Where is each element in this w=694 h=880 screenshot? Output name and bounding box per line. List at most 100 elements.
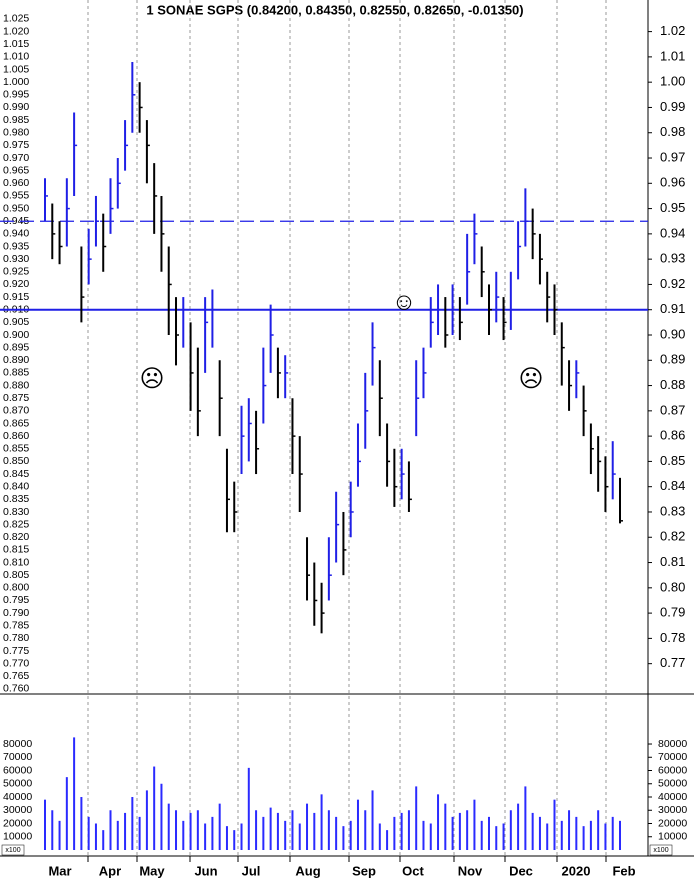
price-bar [364, 372, 369, 449]
volume-bar [473, 799, 476, 850]
volume-bar [589, 820, 592, 850]
price-bar [386, 423, 391, 487]
price-bar [531, 208, 536, 260]
y-tick-label: 0.790 [3, 607, 29, 619]
y-tick-label: 0.820 [3, 531, 29, 543]
volume-y2-tick-label: 30000 [658, 804, 687, 816]
price-bar [597, 436, 602, 492]
y-tick-label: 0.865 [3, 417, 29, 429]
y-tick-label: 0.930 [3, 253, 29, 265]
volume-bar [407, 810, 410, 850]
y-tick-label: 1.020 [3, 25, 29, 37]
volume-bar [371, 790, 374, 850]
volume-bar [524, 786, 527, 850]
y2-tick-label: 0.82 [660, 529, 685, 544]
volume-bar [131, 797, 134, 850]
price-bar [175, 297, 180, 366]
y2-tick-label: 0.86 [660, 428, 685, 443]
volume-bar [422, 820, 425, 850]
y-tick-label: 0.840 [3, 480, 29, 492]
price-bar [589, 423, 594, 475]
volume-bar [517, 803, 520, 850]
y2-tick-label: 0.98 [660, 124, 685, 139]
volume-bar [167, 803, 170, 850]
volume-bar [495, 826, 498, 850]
annotation: ☹ [518, 365, 543, 392]
volume-bar [466, 810, 469, 850]
y-tick-label: 0.875 [3, 392, 29, 404]
volume-tick-label: 30000 [3, 804, 32, 816]
price-bar [80, 246, 85, 323]
y-tick-label: 1.015 [3, 38, 29, 50]
price-bar [524, 188, 529, 247]
volume-bar [342, 826, 345, 850]
volume-bar [568, 810, 571, 850]
volume-bar [44, 799, 46, 850]
price-bar [356, 423, 361, 487]
y-tick-label: 0.870 [3, 405, 29, 417]
price-bar [109, 178, 114, 234]
price-bar [145, 120, 150, 184]
price-bar [553, 284, 558, 335]
y2-tick-label: 0.93 [660, 251, 685, 266]
month-label: Jun [194, 863, 217, 878]
month-label: 2020 [562, 863, 591, 878]
price-bar [153, 163, 158, 234]
price-bar [196, 347, 201, 437]
price-bar [604, 456, 609, 512]
month-label: Mar [48, 863, 71, 878]
volume-bar [225, 826, 228, 850]
volume-bar [458, 812, 461, 850]
volume-bar [58, 820, 61, 850]
volume-bar [582, 826, 585, 850]
volume-bar [313, 812, 316, 850]
y2-tick-label: 0.85 [660, 453, 685, 468]
y-tick-label: 0.830 [3, 506, 29, 518]
month-label: Nov [458, 863, 483, 878]
volume-tick-label: 50000 [3, 778, 32, 790]
volume-bar [189, 812, 192, 850]
price-bar [538, 233, 543, 285]
volume-bar [80, 797, 83, 850]
y-tick-label: 0.850 [3, 455, 29, 467]
y-tick-label: 0.805 [3, 569, 29, 581]
y-tick-label: 0.980 [3, 127, 29, 139]
price-bar [124, 120, 129, 171]
volume-y2-tick-label: 60000 [658, 764, 687, 776]
volume-tick-label: 10000 [3, 831, 32, 843]
volume-bar [124, 812, 127, 850]
price-bar [87, 228, 92, 285]
price-bar [284, 355, 289, 399]
price-bar [102, 213, 107, 272]
y-tick-label: 1.025 [3, 13, 29, 25]
y-tick-label: 0.935 [3, 240, 29, 252]
volume-tick-label: 80000 [3, 738, 32, 750]
price-bar [65, 178, 70, 247]
price-bar [611, 441, 616, 500]
price-bar [400, 448, 405, 500]
volume-bar [175, 810, 178, 850]
annotation: ☹ [139, 365, 164, 392]
y-tick-label: 0.985 [3, 114, 29, 126]
y-tick-label: 0.780 [3, 632, 29, 644]
price-bar [51, 203, 56, 260]
volume-bar [531, 812, 534, 850]
price-bar [393, 448, 398, 507]
y-tick-label: 0.835 [3, 493, 29, 505]
price-bar [233, 481, 238, 533]
price-bar [487, 284, 492, 335]
volume-bar [160, 783, 163, 850]
y2-tick-label: 1.02 [660, 23, 685, 38]
volume-y2-tick-label: 20000 [658, 817, 687, 829]
price-bar [240, 405, 245, 475]
price-bar [568, 360, 573, 411]
y-tick-label: 0.885 [3, 367, 29, 379]
y2-tick-label: 0.99 [660, 99, 685, 114]
y-tick-label: 0.940 [3, 228, 29, 240]
volume-y2-tick-label: 40000 [658, 791, 687, 803]
y-tick-label: 0.800 [3, 582, 29, 594]
unit-box [649, 844, 673, 856]
y-tick-label: 0.770 [3, 657, 29, 669]
price-bar [473, 213, 478, 265]
